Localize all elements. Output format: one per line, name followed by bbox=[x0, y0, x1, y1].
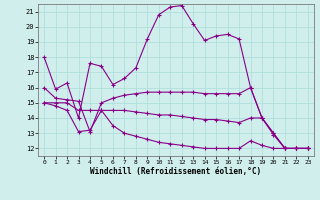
X-axis label: Windchill (Refroidissement éolien,°C): Windchill (Refroidissement éolien,°C) bbox=[91, 167, 261, 176]
